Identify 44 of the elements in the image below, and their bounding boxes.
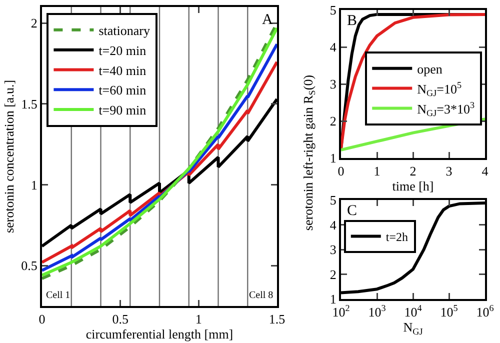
y-tick-label: 4 <box>330 40 337 55</box>
x-tick-label: 4 <box>482 164 489 179</box>
x-tick-label: 1 <box>195 312 202 327</box>
x-tick-label: 3 <box>446 164 452 179</box>
y-axis-title: serotonin concentration [a.u.] <box>2 80 17 234</box>
y-tick-label: 1 <box>30 177 38 192</box>
y-tick-label: 5 <box>330 192 336 208</box>
x-tick-label: 10$^{3}$ <box>368 303 386 320</box>
x-tick-label: 2 <box>410 164 416 179</box>
x-tick-label: 0 <box>38 312 46 327</box>
y-tick-label: 0.5 <box>21 258 38 274</box>
annotation: Cell 1 <box>46 290 70 301</box>
legend-label: N$_{GJ}$=10$^{5}$ <box>417 80 462 98</box>
annotation: C <box>347 203 358 219</box>
y-tick-label: 1.5 <box>21 96 38 112</box>
annotation: B <box>347 13 358 29</box>
y-tick-label: 5 <box>330 2 336 18</box>
annotation: Cell 8 <box>249 290 274 301</box>
x-tick-label: 1.5 <box>268 312 286 327</box>
annotation: A <box>262 12 273 28</box>
y-tick-label: 1 <box>330 150 336 166</box>
y-tick-label: 4 <box>330 217 337 232</box>
legend-label: open <box>417 61 443 76</box>
legend-label: t=20 min <box>98 42 147 58</box>
legend-label: t=2h <box>386 230 408 244</box>
x-tick-label: 0 <box>338 164 344 179</box>
y-tick-label: 2 <box>30 16 38 31</box>
x-tick-label: 10$^{5}$ <box>440 303 458 320</box>
x-tick-label: 10$^{6}$ <box>476 303 494 320</box>
legend-label: t=90 min <box>98 102 147 118</box>
x-axis-title: time [h] <box>392 178 434 194</box>
y-tick-label: 3 <box>330 242 336 258</box>
x-axis-title: N$_{GJ}$ <box>403 320 424 336</box>
legend-label: t=60 min <box>98 82 147 98</box>
x-tick-label: 0.5 <box>112 312 128 327</box>
legend-label: N$_{GJ}$=3*10$^{3}$ <box>417 100 475 118</box>
y-tick-label: 2 <box>330 266 336 282</box>
legend-label: t=40 min <box>98 62 147 78</box>
x-tick-label: 10$^{4}$ <box>404 303 422 320</box>
legend-label: stationary <box>98 23 150 38</box>
x-tick-label: 1 <box>374 164 380 179</box>
x-axis-title: circumferential length [mm] <box>86 326 234 342</box>
y-tick-label: 3 <box>330 76 336 92</box>
y-tick-label: 2 <box>330 114 336 129</box>
